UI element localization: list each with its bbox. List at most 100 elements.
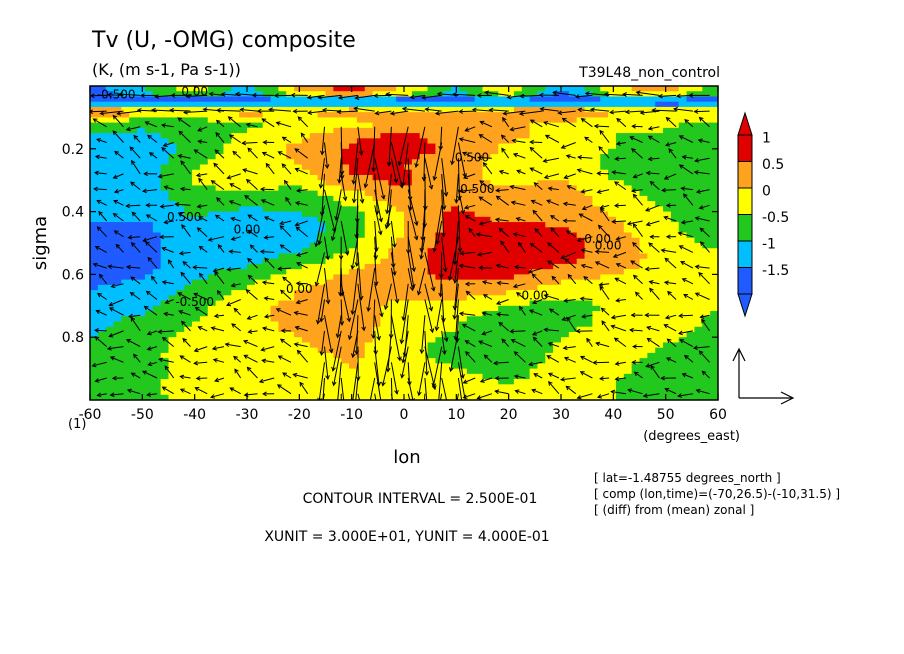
heatmap-cell: [341, 326, 350, 333]
heatmap-cell: [482, 263, 491, 270]
heatmap-cell: [545, 237, 554, 244]
heatmap-cell: [435, 101, 444, 108]
heatmap-cell: [254, 373, 264, 380]
heatmap-cell: [239, 352, 248, 359]
heatmap-cell: [639, 279, 648, 286]
heatmap-cell: [278, 185, 287, 192]
heatmap-cell: [694, 216, 703, 223]
heatmap-cell: [372, 337, 382, 344]
heatmap-cell: [254, 195, 264, 202]
wind-vector: [111, 375, 124, 381]
heatmap-cell: [686, 143, 696, 150]
heatmap-cell: [144, 279, 154, 286]
wind-vector: [118, 91, 141, 97]
heatmap-cell: [168, 101, 177, 108]
heatmap-cell: [192, 227, 201, 234]
heatmap-cell: [529, 227, 539, 234]
heatmap-cell: [160, 159, 170, 166]
heatmap-cell: [592, 190, 601, 197]
heatmap-cell: [427, 274, 436, 281]
heatmap-cell: [309, 211, 319, 218]
heatmap-cell: [113, 127, 122, 134]
heatmap-cell: [364, 347, 374, 354]
heatmap-cell: [451, 316, 460, 323]
heatmap-cell: [482, 269, 491, 275]
wind-vector: [112, 173, 124, 179]
heatmap-cell: [647, 237, 656, 244]
heatmap-cell: [309, 347, 319, 354]
heatmap-cell: [553, 122, 562, 129]
heatmap-cell: [506, 347, 515, 354]
heatmap-cell: [521, 284, 531, 291]
heatmap-cell: [262, 316, 272, 323]
heatmap-cell: [231, 106, 240, 113]
heatmap-cell: [184, 185, 193, 192]
heatmap-cell: [333, 368, 342, 375]
wind-vector: [130, 181, 141, 190]
heatmap-cell: [278, 201, 287, 207]
heatmap-cell: [396, 96, 405, 103]
wind-vector: [167, 259, 175, 269]
heatmap-cell: [380, 300, 389, 307]
heatmap-cell: [435, 269, 444, 275]
heatmap-cell: [694, 279, 703, 286]
heatmap-cell: [254, 122, 264, 129]
heatmap-cell: [278, 101, 287, 108]
heatmap-cell: [419, 337, 429, 344]
heatmap-cell: [294, 154, 303, 160]
heatmap-cell: [207, 368, 217, 375]
heatmap-cell: [631, 159, 641, 166]
heatmap-cell: [686, 352, 696, 359]
heatmap-cell: [600, 206, 609, 213]
heatmap-cell: [254, 316, 264, 323]
heatmap-cell: [639, 164, 648, 171]
wind-vector: [125, 203, 141, 209]
heatmap-cell: [207, 174, 217, 181]
heatmap-cell: [278, 206, 287, 213]
heatmap-cell: [631, 164, 641, 171]
heatmap-cell: [247, 232, 256, 239]
wind-vector: [112, 114, 124, 128]
heatmap-cell: [498, 206, 507, 213]
heatmap-cell: [184, 206, 193, 213]
heatmap-cell: [270, 347, 279, 354]
heatmap-cell: [309, 258, 319, 265]
heatmap-cell: [270, 342, 279, 349]
heatmap-cell: [443, 195, 452, 202]
heatmap-cell: [152, 389, 162, 396]
heatmap-cell: [286, 363, 295, 370]
heatmap-cell: [301, 190, 311, 197]
heatmap-cell: [466, 127, 476, 134]
heatmap-cell: [506, 279, 515, 286]
heatmap-cell: [105, 211, 115, 218]
heatmap-cell: [608, 321, 617, 328]
heatmap-cell: [223, 243, 232, 249]
heatmap-cell: [443, 206, 452, 213]
heatmap-cell: [670, 143, 680, 150]
heatmap-cell: [270, 284, 279, 291]
heatmap-cell: [655, 201, 664, 207]
heatmap-cell: [215, 227, 225, 234]
heatmap-cell: [435, 358, 444, 364]
heatmap-cell: [553, 342, 562, 349]
heatmap-cell: [600, 106, 609, 113]
heatmap-cell: [623, 96, 633, 103]
heatmap-cell: [576, 133, 586, 139]
heatmap-cell: [349, 127, 358, 134]
heatmap-cell: [663, 96, 672, 103]
heatmap-cell: [301, 243, 311, 249]
heatmap-cell: [529, 190, 539, 197]
wind-vector: [157, 173, 174, 179]
heatmap-cell: [506, 258, 515, 265]
heatmap-cell: [247, 300, 256, 307]
heatmap-cell: [404, 211, 413, 218]
heatmap-cell: [168, 91, 177, 98]
heatmap-cell: [694, 164, 703, 171]
heatmap-cell: [702, 342, 711, 349]
heatmap-cell: [270, 394, 279, 400]
heatmap-cell: [529, 127, 539, 134]
heatmap-cell: [254, 227, 264, 234]
heatmap-cell: [419, 180, 429, 187]
heatmap-cell: [380, 248, 389, 255]
heatmap-cell: [427, 174, 436, 181]
